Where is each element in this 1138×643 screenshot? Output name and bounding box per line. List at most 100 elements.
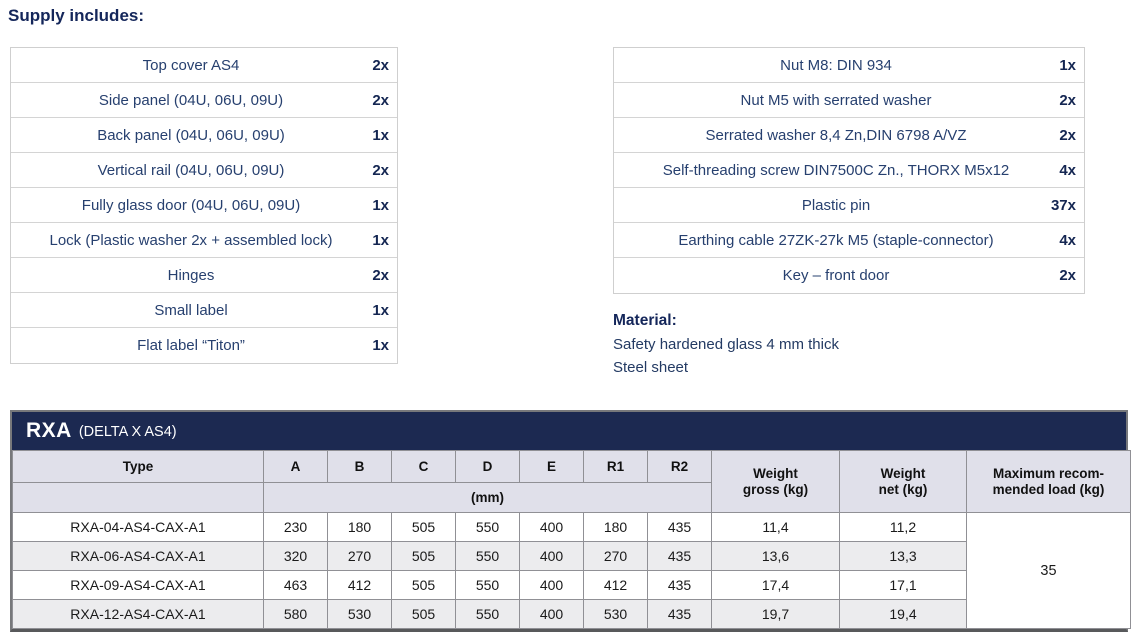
cell-dim: 530 <box>327 599 392 629</box>
supply-item-qty: 2x <box>1059 267 1076 284</box>
supply-item-qty: 4x <box>1059 231 1076 249</box>
cell-dim: 435 <box>647 599 712 629</box>
cell-type: RXA-12-AS4-CAX-A1 <box>12 599 264 629</box>
cell-weight-gross: 13,6 <box>711 541 840 571</box>
supply-item-label: Vertical rail (04U, 06U, 09U) <box>97 161 285 179</box>
unit-label: (mm) <box>263 482 712 513</box>
col-header-dim: R2 <box>647 450 712 483</box>
supply-row: Small label 1x <box>11 293 397 328</box>
cell-dim: 412 <box>583 570 648 600</box>
supply-item-label: Hinges <box>167 266 215 284</box>
cell-dim: 435 <box>647 541 712 571</box>
cell-weight-net: 19,4 <box>839 599 967 629</box>
supply-item-qty: 2x <box>372 91 389 109</box>
spec-data-row: RXA-04-AS4-CAX-A1 230 180 505 550 400 180 435 11… <box>12 512 1131 629</box>
col-header-weight-net: Weight net (kg) <box>839 450 967 513</box>
supply-item-qty: 2x <box>1059 91 1076 109</box>
spec-header-row: Type A B C D E R1 R2 Weight gross (kg) Weight net… <box>12 450 1131 513</box>
cell-weight-net: 17,1 <box>839 570 967 600</box>
supply-row: Fully glass door (04U, 06U, 09U) 1x <box>11 188 397 223</box>
supply-item-qty: 1x <box>372 126 389 144</box>
col-header-dim: D <box>455 450 520 483</box>
col-header-dim: E <box>519 450 584 483</box>
material-block: Material: Safety hardened glass 4 mm thi… <box>613 312 839 379</box>
cell-dim: 320 <box>263 541 328 571</box>
supply-item-qty: 4x <box>1059 161 1076 179</box>
supply-item-qty: 2x <box>372 266 389 284</box>
supply-item-label: Top cover AS4 <box>142 56 240 74</box>
col-header-type: Type <box>12 450 264 483</box>
supply-item-qty: 2x <box>372 56 389 74</box>
cell-weight-net: 13,3 <box>839 541 967 571</box>
cell-dim: 550 <box>455 599 520 629</box>
col-header-max-load: Maximum recom- mended load (kg) <box>966 450 1131 513</box>
spec-data-row: RXA-06-AS4-CAX-A1 320 270 505 550 400 270 435 13… <box>12 541 1131 571</box>
col-header-dim: R1 <box>583 450 648 483</box>
cell-weight-gross: 17,4 <box>711 570 840 600</box>
spec-table-head: Type A B C D E R1 R2 Weight gross (kg) Weight net… <box>12 450 1131 513</box>
cell-weight-gross: 11,4 <box>711 512 840 542</box>
supply-row: Flat label “Titon” 1x <box>11 328 397 363</box>
supply-item-qty: 2x <box>372 161 389 179</box>
material-heading: Material: <box>613 312 677 329</box>
cell-dim: 435 <box>647 570 712 600</box>
supply-item-label: Small label <box>154 301 228 319</box>
cell-dim: 505 <box>391 541 456 571</box>
cell-dim: 400 <box>519 570 584 600</box>
supply-item-qty: 1x <box>372 196 389 214</box>
cell-type: RXA-09-AS4-CAX-A1 <box>12 570 264 600</box>
cell-dim: 435 <box>647 512 712 542</box>
supply-item-label: Back panel (04U, 06U, 09U) <box>97 126 285 144</box>
supply-row: Top cover AS4 2x <box>11 48 397 83</box>
supply-item-qty: 1x <box>372 231 389 249</box>
supply-row: Nut M5 with serrated washer 2x <box>614 83 1084 118</box>
supply-item-label: Flat label “Titon” <box>137 337 245 354</box>
supply-item-qty: 2x <box>1059 126 1076 144</box>
cell-dim: 463 <box>263 570 328 600</box>
cell-dim: 550 <box>455 541 520 571</box>
supply-item-label: Self-threading screw DIN7500C Zn., THORX… <box>662 161 1010 179</box>
cell-dim: 230 <box>263 512 328 542</box>
supply-row: Serrated washer 8,4 Zn,DIN 6798 A/VZ 2x <box>614 118 1084 153</box>
supply-item-qty: 1x <box>1059 56 1076 74</box>
cell-dim: 412 <box>327 570 392 600</box>
supply-item-label: Earthing cable 27ZK-27k M5 (staple-conne… <box>678 231 994 249</box>
cell-dim: 505 <box>391 599 456 629</box>
supply-item-label: Nut M5 with serrated washer <box>740 91 932 109</box>
cell-dim: 505 <box>391 570 456 600</box>
supply-row: Side panel (04U, 06U, 09U) 2x <box>11 83 397 118</box>
supply-item-label: Plastic pin <box>801 196 871 214</box>
spec-table: Type A B C D E R1 R2 Weight gross (kg) Weight net… <box>12 450 1131 629</box>
cell-dim: 505 <box>391 512 456 542</box>
supply-row: Back panel (04U, 06U, 09U) 1x <box>11 118 397 153</box>
supply-row: Lock (Plastic washer 2x + assembled lock… <box>11 223 397 258</box>
spec-data-row: RXA-12-AS4-CAX-A1 580 530 505 550 400 530 435 19… <box>12 599 1131 629</box>
page-title: Supply includes: <box>8 6 145 25</box>
cell-dim: 550 <box>455 512 520 542</box>
supply-item-label: Lock (Plastic washer 2x + assembled lock… <box>49 231 333 249</box>
supply-row: Nut M8: DIN 934 1x <box>614 48 1084 83</box>
cell-dim: 270 <box>583 541 648 571</box>
supply-right-table: Nut M8: DIN 934 1x Nut M5 with serrated wa… <box>613 47 1085 294</box>
col-header-dim: C <box>391 450 456 483</box>
cell-dim: 180 <box>583 512 648 542</box>
spec-subtitle: (DELTA X AS4) <box>78 424 177 440</box>
supply-item-qty: 1x <box>372 337 389 354</box>
cell-dim: 550 <box>455 570 520 600</box>
supply-row: Hinges 2x <box>11 258 397 293</box>
supply-item-qty: 37x <box>1050 196 1076 214</box>
supply-row: Plastic pin 37x <box>614 188 1084 223</box>
spec-table-body: RXA-04-AS4-CAX-A1 230 180 505 550 400 180 435 11… <box>12 512 1131 629</box>
supply-item-qty: 1x <box>372 301 389 319</box>
unit-row-empty-cell <box>12 482 264 513</box>
cell-type: RXA-06-AS4-CAX-A1 <box>12 541 264 571</box>
material-line: Safety hardened glass 4 mm thick <box>613 336 839 353</box>
cell-dim: 400 <box>519 512 584 542</box>
cell-dim: 400 <box>519 599 584 629</box>
cell-dim: 580 <box>263 599 328 629</box>
spec-data-row: RXA-09-AS4-CAX-A1 463 412 505 550 400 412 435 17… <box>12 570 1131 600</box>
cell-dim: 270 <box>327 541 392 571</box>
supply-item-label: Fully glass door (04U, 06U, 09U) <box>81 196 301 214</box>
supply-item-label: Key – front door <box>782 267 890 284</box>
cell-type: RXA-04-AS4-CAX-A1 <box>12 512 264 542</box>
